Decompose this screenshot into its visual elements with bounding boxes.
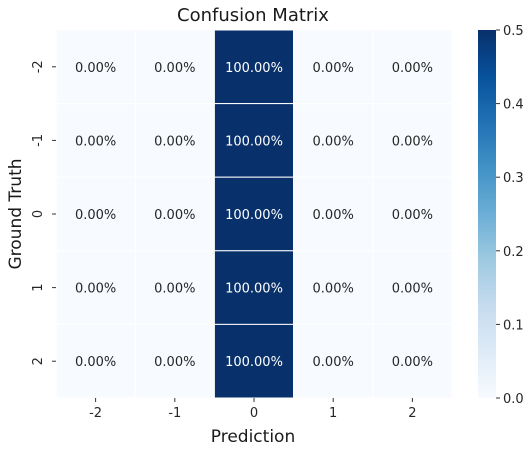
x-tick-label: 1 bbox=[329, 406, 337, 421]
heatmap-cell bbox=[55, 103, 136, 178]
cell-value-label: 0.00% bbox=[392, 208, 433, 223]
cell-value-label: 100.00% bbox=[225, 208, 283, 223]
cell-value-label: 0.00% bbox=[313, 282, 354, 297]
cell-value-label: 0.00% bbox=[154, 282, 195, 297]
cell-value-label: 0.00% bbox=[154, 355, 195, 370]
cell-value-label: 0.00% bbox=[154, 61, 195, 76]
y-axis-ticks: -2 -1 0 1 2 bbox=[31, 60, 56, 365]
heatmap-cell-labels: 0.00% 0.00% 100.00% 0.00% 0.00% 0.00% 0.00% 100… bbox=[75, 61, 433, 370]
x-tick-label: -1 bbox=[168, 406, 181, 421]
cell-value-label: 0.00% bbox=[75, 208, 116, 223]
heatmap-cell bbox=[213, 250, 295, 325]
heatmap-cell bbox=[372, 176, 453, 252]
heatmap-cell bbox=[213, 103, 295, 178]
heatmap-cell bbox=[372, 250, 453, 325]
heatmap-cell bbox=[293, 250, 374, 325]
x-tick-label: 2 bbox=[408, 406, 416, 421]
cell-value-label: 0.00% bbox=[313, 61, 354, 76]
y-tick-label: 2 bbox=[31, 357, 46, 365]
heatmap-cells bbox=[55, 29, 453, 399]
cell-value-label: 0.00% bbox=[75, 134, 116, 149]
colorbar bbox=[478, 30, 496, 398]
heatmap-cell bbox=[55, 29, 136, 105]
cell-value-label: 0.00% bbox=[75, 61, 116, 76]
colorbar-tick-label: 0.4 bbox=[503, 98, 524, 113]
cell-value-label: 0.00% bbox=[154, 134, 195, 149]
heatmap-cell bbox=[213, 323, 295, 399]
cell-value-label: 0.00% bbox=[154, 208, 195, 223]
colorbar-tick-label: 0.5 bbox=[503, 24, 524, 39]
cell-value-label: 0.00% bbox=[392, 134, 433, 149]
x-axis-label: Prediction bbox=[211, 427, 295, 447]
heatmap-cell bbox=[372, 29, 453, 105]
x-tick-label: -2 bbox=[89, 406, 102, 421]
cell-value-label: 0.00% bbox=[313, 355, 354, 370]
colorbar-tick-label: 0.2 bbox=[503, 245, 524, 260]
cell-value-label: 100.00% bbox=[225, 282, 283, 297]
y-tick-label: 1 bbox=[31, 283, 46, 291]
colorbar-tick-label: 0.1 bbox=[503, 318, 524, 333]
heatmap-cell bbox=[134, 250, 215, 325]
y-tick-label: -2 bbox=[31, 60, 46, 73]
chart-title: Confusion Matrix bbox=[177, 5, 329, 26]
colorbar-ticks: 0.0 0.1 0.2 0.3 0.4 0.5 bbox=[496, 24, 524, 407]
heatmap-cell bbox=[213, 29, 295, 105]
y-axis-label: Ground Truth bbox=[6, 158, 26, 269]
x-axis-ticks: -2 -1 0 1 2 bbox=[89, 398, 417, 421]
colorbar-tick-label: 0.0 bbox=[503, 392, 524, 407]
cell-value-label: 100.00% bbox=[225, 61, 283, 76]
cell-value-label: 0.00% bbox=[392, 282, 433, 297]
heatmap-cell bbox=[213, 176, 295, 252]
heatmap-cell bbox=[372, 103, 453, 178]
heatmap-cell bbox=[55, 323, 136, 399]
y-tick-label: -1 bbox=[31, 134, 46, 147]
y-tick-label: 0 bbox=[31, 210, 46, 218]
x-tick-label: 0 bbox=[250, 406, 258, 421]
heatmap-cell bbox=[134, 29, 215, 105]
cell-value-label: 100.00% bbox=[225, 134, 283, 149]
cell-value-label: 0.00% bbox=[313, 134, 354, 149]
cell-value-label: 0.00% bbox=[75, 355, 116, 370]
cell-value-label: 100.00% bbox=[225, 355, 283, 370]
heatmap-cell bbox=[134, 176, 215, 252]
colorbar-tick-label: 0.3 bbox=[503, 171, 524, 186]
cell-value-label: 0.00% bbox=[313, 208, 354, 223]
heatmap-cell bbox=[293, 29, 374, 105]
cell-value-label: 0.00% bbox=[75, 282, 116, 297]
cell-value-label: 0.00% bbox=[392, 61, 433, 76]
cell-value-label: 0.00% bbox=[392, 355, 433, 370]
heatmap-cell bbox=[372, 323, 453, 399]
heatmap-cell bbox=[293, 176, 374, 252]
heatmap-cell bbox=[134, 323, 215, 399]
